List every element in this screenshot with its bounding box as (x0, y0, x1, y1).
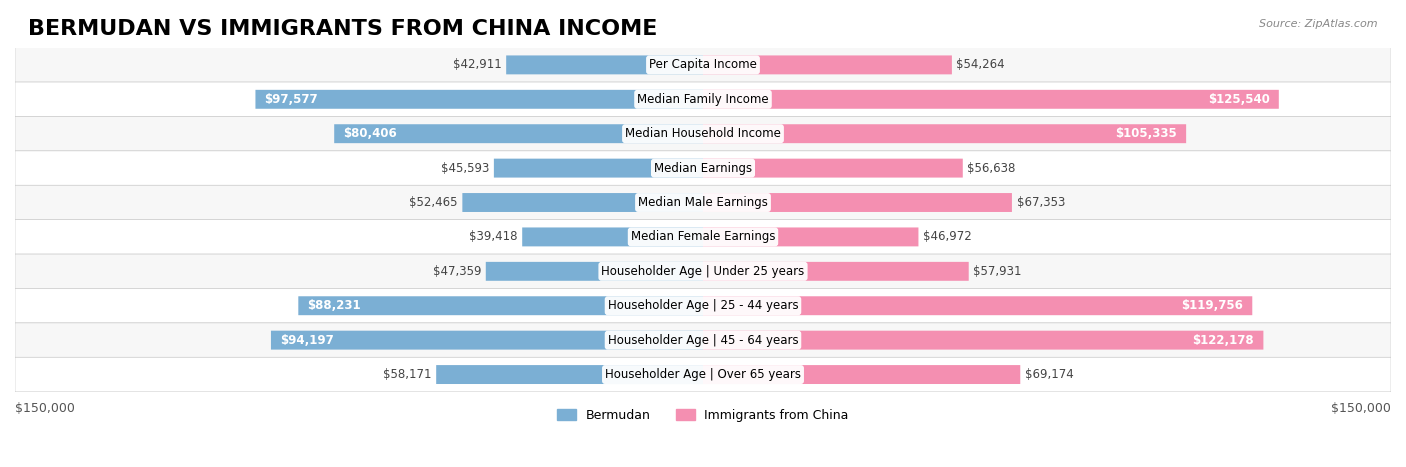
Text: $46,972: $46,972 (922, 230, 972, 243)
Text: Median Household Income: Median Household Income (626, 127, 780, 140)
Text: Median Male Earnings: Median Male Earnings (638, 196, 768, 209)
Text: Householder Age | Over 65 years: Householder Age | Over 65 years (605, 368, 801, 381)
FancyBboxPatch shape (703, 56, 952, 74)
Text: $56,638: $56,638 (967, 162, 1015, 175)
Text: Source: ZipAtlas.com: Source: ZipAtlas.com (1260, 19, 1378, 28)
Text: Householder Age | 45 - 64 years: Householder Age | 45 - 64 years (607, 333, 799, 347)
FancyBboxPatch shape (15, 357, 1391, 392)
FancyBboxPatch shape (15, 289, 1391, 323)
FancyBboxPatch shape (486, 262, 703, 281)
Text: $105,335: $105,335 (1115, 127, 1177, 140)
FancyBboxPatch shape (15, 151, 1391, 185)
FancyBboxPatch shape (703, 227, 918, 247)
FancyBboxPatch shape (703, 365, 1021, 384)
FancyBboxPatch shape (298, 296, 703, 315)
FancyBboxPatch shape (703, 124, 1187, 143)
FancyBboxPatch shape (15, 82, 1391, 117)
Text: $150,000: $150,000 (1331, 402, 1391, 415)
FancyBboxPatch shape (703, 296, 1253, 315)
Text: $94,197: $94,197 (280, 333, 333, 347)
Text: $122,178: $122,178 (1192, 333, 1254, 347)
FancyBboxPatch shape (256, 90, 703, 109)
Text: $39,418: $39,418 (470, 230, 517, 243)
Text: Householder Age | Under 25 years: Householder Age | Under 25 years (602, 265, 804, 278)
FancyBboxPatch shape (15, 254, 1391, 289)
FancyBboxPatch shape (703, 331, 1264, 350)
Legend: Bermudan, Immigrants from China: Bermudan, Immigrants from China (553, 404, 853, 427)
FancyBboxPatch shape (15, 219, 1391, 254)
Text: $80,406: $80,406 (343, 127, 396, 140)
FancyBboxPatch shape (436, 365, 703, 384)
FancyBboxPatch shape (463, 193, 703, 212)
Text: $52,465: $52,465 (409, 196, 458, 209)
Text: Median Female Earnings: Median Female Earnings (631, 230, 775, 243)
Text: $54,264: $54,264 (956, 58, 1005, 71)
FancyBboxPatch shape (703, 262, 969, 281)
Text: Householder Age | 25 - 44 years: Householder Age | 25 - 44 years (607, 299, 799, 312)
Text: $150,000: $150,000 (15, 402, 75, 415)
Text: $119,756: $119,756 (1181, 299, 1243, 312)
Text: Median Family Income: Median Family Income (637, 93, 769, 106)
FancyBboxPatch shape (703, 159, 963, 177)
FancyBboxPatch shape (15, 48, 1391, 82)
FancyBboxPatch shape (522, 227, 703, 247)
Text: $88,231: $88,231 (308, 299, 361, 312)
Text: $67,353: $67,353 (1017, 196, 1064, 209)
FancyBboxPatch shape (335, 124, 703, 143)
FancyBboxPatch shape (15, 116, 1391, 151)
Text: Median Earnings: Median Earnings (654, 162, 752, 175)
FancyBboxPatch shape (271, 331, 703, 350)
FancyBboxPatch shape (506, 56, 703, 74)
Text: $125,540: $125,540 (1208, 93, 1270, 106)
FancyBboxPatch shape (703, 90, 1279, 109)
FancyBboxPatch shape (494, 159, 703, 177)
FancyBboxPatch shape (15, 323, 1391, 357)
Text: Per Capita Income: Per Capita Income (650, 58, 756, 71)
Text: $57,931: $57,931 (973, 265, 1022, 278)
Text: $97,577: $97,577 (264, 93, 318, 106)
Text: $42,911: $42,911 (453, 58, 502, 71)
Text: $69,174: $69,174 (1025, 368, 1074, 381)
Text: BERMUDAN VS IMMIGRANTS FROM CHINA INCOME: BERMUDAN VS IMMIGRANTS FROM CHINA INCOME (28, 19, 658, 39)
FancyBboxPatch shape (15, 185, 1391, 220)
Text: $58,171: $58,171 (382, 368, 432, 381)
FancyBboxPatch shape (703, 193, 1012, 212)
Text: $47,359: $47,359 (433, 265, 481, 278)
Text: $45,593: $45,593 (441, 162, 489, 175)
